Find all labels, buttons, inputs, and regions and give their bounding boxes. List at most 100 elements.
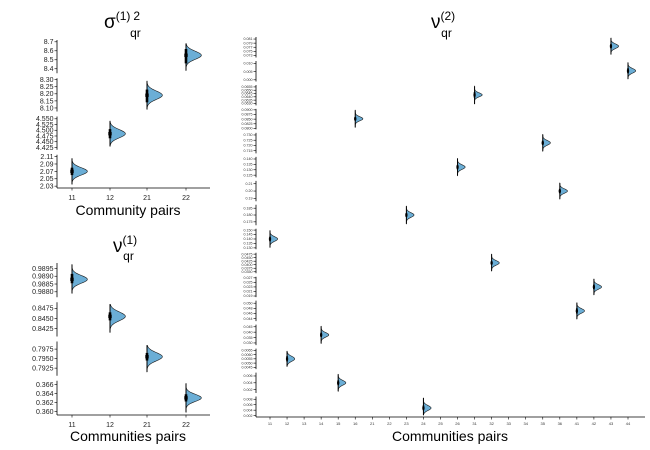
x-tick-label: 21 [143, 422, 151, 429]
y-tick-label: 0.023 [244, 285, 253, 289]
x-tick-label: 36 [558, 421, 563, 426]
x-tick-label: 11 [268, 421, 273, 426]
x-tick-label: 12 [106, 195, 114, 202]
y-tick-label: 0.081 [244, 37, 253, 41]
median-point [70, 277, 74, 282]
facet-nu2-44: 0.010 0.005 0.000 [244, 60, 636, 82]
median-point [320, 333, 323, 336]
y-tick-label: 0.050 [244, 301, 253, 305]
y-tick-label: 0.035 [244, 336, 253, 340]
y-tick-label: 0.0645 [242, 92, 253, 96]
x-tick-label: 44 [626, 421, 631, 426]
median-point [337, 381, 340, 384]
nu2-panel-title: ν(2) qr [431, 9, 455, 40]
y-tick-label: 0.730 [244, 133, 253, 137]
y-tick-label: 0.135 [244, 163, 253, 167]
facet-nu1-12: 0.8475 0.8450 0.8425 [32, 302, 126, 337]
y-tick-label: 0.125 [244, 173, 253, 177]
y-tick-label: 0.20 [246, 189, 253, 193]
y-tick-label: 8.20 [40, 91, 54, 98]
violin-42 [593, 278, 602, 296]
y-tick-label: 0.0350 [242, 270, 253, 274]
y-tick-label: 0.044 [244, 317, 253, 321]
violin-11 [71, 158, 88, 185]
violin-22 [185, 383, 202, 413]
violin-32 [491, 253, 500, 272]
y-tick-label: 2.07 [40, 169, 54, 176]
y-tick-label: 2.09 [40, 161, 54, 168]
y-tick-label: 0.004 [244, 408, 253, 412]
y-tick-label: 0.135 [244, 242, 253, 246]
y-tick-label: 8.25 [40, 84, 54, 91]
violin-41 [576, 302, 585, 320]
y-tick-label: 0.140 [244, 157, 253, 161]
y-tick-label: 0.075 [244, 50, 253, 54]
x-tick-label: 15 [336, 421, 341, 426]
y-tick-label: 4.525 [36, 122, 54, 129]
y-tick-label: 0.175 [244, 220, 253, 224]
violin-12 [109, 120, 126, 147]
violin-31 [474, 86, 483, 105]
y-tick-label: 0.19 [246, 197, 253, 201]
y-tick-label: 2.05 [40, 176, 54, 183]
y-tick-label: 4.500 [36, 128, 54, 135]
median-point [285, 357, 289, 360]
median-point [108, 314, 112, 319]
violin-35 [542, 134, 551, 152]
y-tick-label: 0.048 [244, 307, 253, 311]
y-tick-label: 4.550 [36, 116, 54, 123]
violin-21 [146, 345, 163, 373]
y-tick-label: 8.7 [44, 39, 54, 46]
violin-11 [269, 230, 278, 248]
y-tick-label: 0.180 [244, 213, 253, 217]
median-point [575, 309, 578, 312]
y-tick-label: 0.0045 [242, 366, 253, 370]
y-tick-label: 8.30 [40, 77, 54, 84]
y-tick-label: 0.045 [244, 325, 253, 329]
x-tick-label: 12 [285, 421, 290, 426]
median-point [558, 189, 561, 193]
y-tick-label: 0.040 [244, 330, 253, 334]
median-point [145, 93, 149, 97]
nu1-panel: 0.98950.98900.98850.98800.84750.84500.84… [32, 263, 210, 429]
x-tick-label: 12 [106, 422, 114, 429]
y-tick-label: 0.140 [244, 237, 253, 241]
y-tick-label: 0.0475 [242, 252, 253, 256]
y-tick-label: 0.006 [244, 403, 253, 407]
violin-26 [457, 158, 466, 177]
y-tick-label: 0.0635 [242, 98, 253, 102]
median-point [541, 141, 544, 144]
facet-sigma-22: 8.7 8.6 8.5 8.4 [44, 39, 202, 74]
x-tick-label: 24 [421, 421, 426, 426]
y-tick-label: 2.03 [40, 184, 54, 191]
x-tick-label: 16 [353, 421, 358, 426]
facet-nu2-36: 0.21 0.20 0.19 [246, 180, 568, 202]
violin-15 [337, 373, 347, 392]
y-tick-label: 0.0055 [242, 357, 253, 361]
violin-24 [423, 397, 432, 416]
y-tick-label: 0.0375 [242, 266, 253, 270]
x-tick-label: 35 [541, 421, 546, 426]
y-tick-label: 0.0450 [242, 256, 253, 260]
median-point [145, 355, 149, 359]
x-tick-label: 14 [319, 421, 324, 426]
x-tick-label: 42 [592, 421, 597, 426]
y-tick-label: 0.9885 [32, 281, 54, 288]
x-tick-label: 13 [302, 421, 307, 426]
y-tick-label: 0.002 [244, 414, 253, 418]
y-tick-label: 8.6 [44, 48, 54, 55]
y-tick-label: 0.7925 [32, 366, 54, 373]
y-tick-label: 0.0655 [242, 85, 253, 89]
y-tick-label: 0.130 [244, 246, 253, 250]
y-tick-label: 0.0425 [242, 259, 253, 263]
median-point [184, 53, 188, 57]
median-point [422, 406, 425, 410]
median-point [184, 396, 188, 400]
y-tick-label: 0.7950 [32, 356, 54, 363]
y-tick-label: 0.0650 [242, 88, 253, 92]
facet-nu1-22: 0.366 0.364 0.362 0.360 [36, 380, 202, 416]
